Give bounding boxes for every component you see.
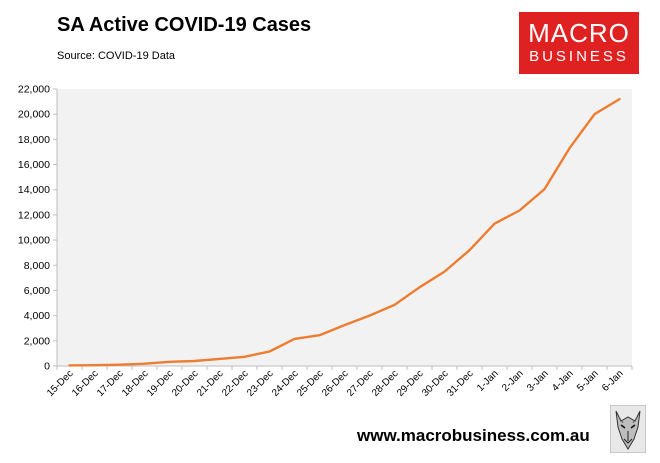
x-tick-label: 22-Dec bbox=[220, 368, 251, 399]
x-tick-label: 20-Dec bbox=[170, 368, 201, 399]
y-tick-label: 16,000 bbox=[18, 159, 50, 171]
x-tick-label: 19-Dec bbox=[145, 368, 176, 399]
logo-text-macro: MACRO bbox=[528, 18, 630, 48]
x-tick-label: 15-Dec bbox=[45, 368, 76, 399]
y-tick-label: 6,000 bbox=[24, 285, 50, 297]
plot-area bbox=[57, 89, 632, 366]
x-tick-label: 17-Dec bbox=[95, 368, 126, 399]
wolf-icon bbox=[610, 405, 646, 453]
series-line bbox=[68, 97, 621, 367]
x-tick-label: 21-Dec bbox=[195, 368, 226, 399]
x-tick-label: 18-Dec bbox=[120, 368, 151, 399]
chart-source: Source: COVID-19 Data bbox=[57, 50, 175, 62]
x-tick-label: 6-Jan bbox=[600, 368, 625, 393]
y-tick-label: 22,000 bbox=[18, 84, 50, 96]
x-tick-label: 24-Dec bbox=[270, 368, 301, 399]
x-tick-label: 25-Dec bbox=[295, 368, 326, 399]
y-tick-label: 10,000 bbox=[18, 235, 50, 247]
x-tick-label: 26-Dec bbox=[320, 368, 351, 399]
x-tick-label: 27-Dec bbox=[345, 368, 376, 399]
x-tick-label: 5-Jan bbox=[575, 368, 600, 393]
x-tick-label: 30-Dec bbox=[420, 368, 451, 399]
y-tick-label: 12,000 bbox=[18, 209, 50, 221]
chart-title: SA Active COVID-19 Cases bbox=[57, 14, 312, 36]
x-tick-label: 29-Dec bbox=[395, 368, 426, 399]
x-tick-label: 23-Dec bbox=[245, 368, 276, 399]
y-tick-label: 20,000 bbox=[18, 109, 50, 121]
y-tick-label: 18,000 bbox=[18, 134, 50, 146]
y-tick-label: 14,000 bbox=[18, 184, 50, 196]
y-tick-label: 0 bbox=[44, 361, 50, 373]
x-tick-label: 28-Dec bbox=[370, 368, 401, 399]
y-tick-label: 2,000 bbox=[24, 335, 50, 347]
x-tick-label: 3-Jan bbox=[525, 368, 550, 393]
y-tick-label: 4,000 bbox=[24, 310, 50, 322]
x-tick-label: 4-Jan bbox=[550, 368, 575, 393]
x-tick-label: 16-Dec bbox=[70, 368, 101, 399]
x-tick-label: 1-Jan bbox=[475, 368, 500, 393]
x-tick-label: 31-Dec bbox=[445, 368, 476, 399]
x-tick-label: 2-Jan bbox=[500, 368, 525, 393]
y-tick-label: 8,000 bbox=[24, 260, 50, 272]
logo-text-business: BUSINESS bbox=[529, 48, 629, 65]
footer-url[interactable]: www.macrobusiness.com.au bbox=[357, 426, 590, 445]
brand-logo[interactable]: MACRO BUSINESS bbox=[519, 12, 639, 74]
line-chart: 0 2,000 4,000 6,000 8,000 10,000 12,000 14,000 1… bbox=[18, 84, 633, 399]
